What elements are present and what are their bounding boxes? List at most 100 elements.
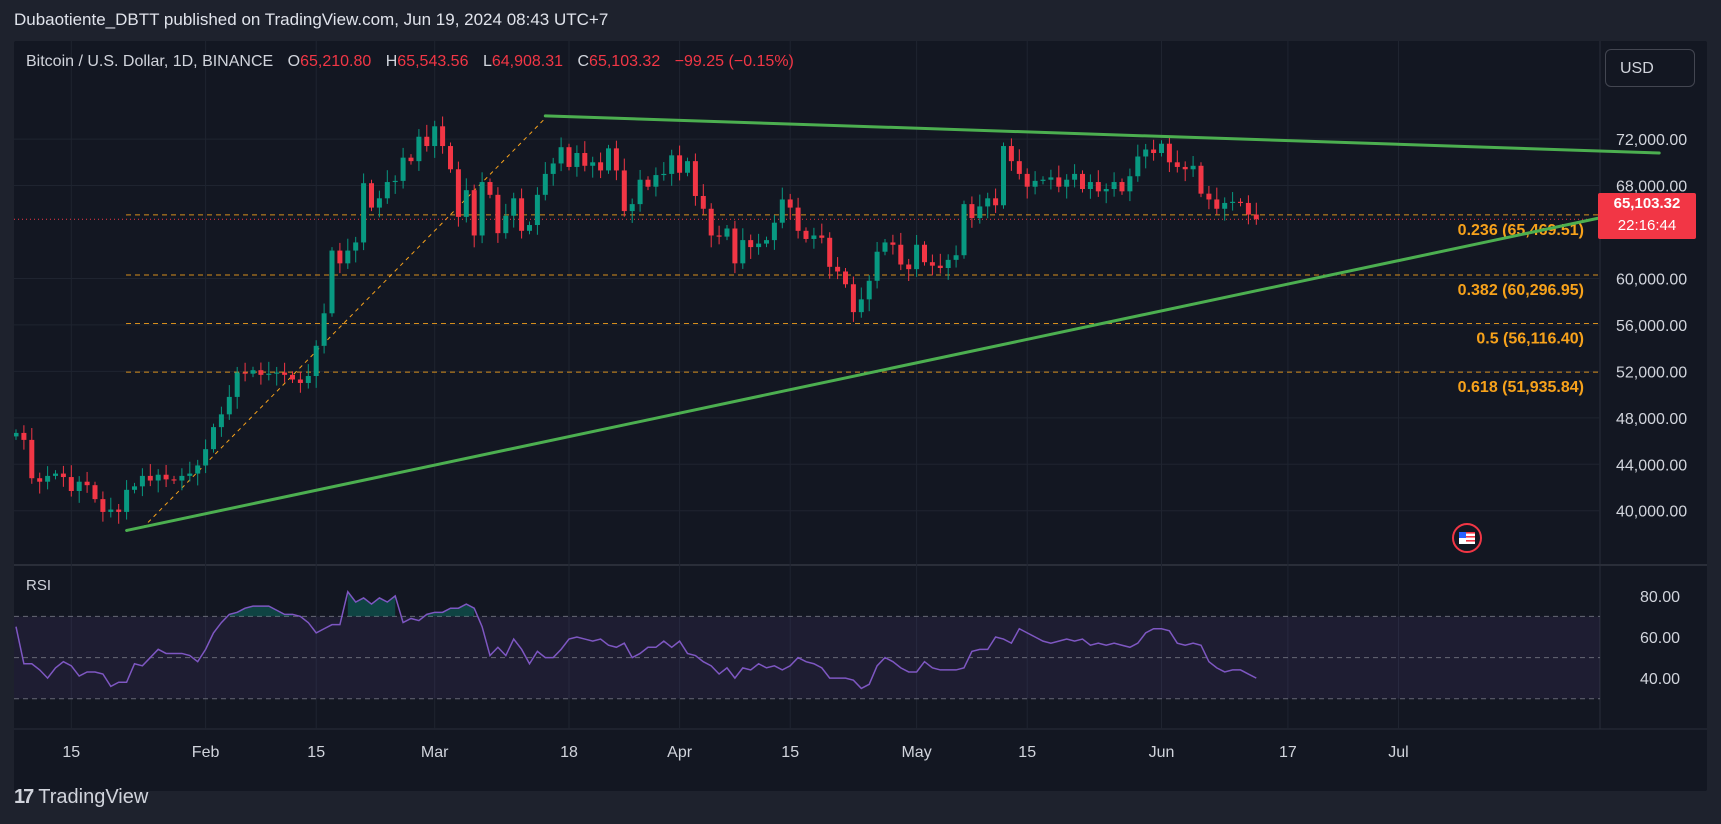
candle-body bbox=[685, 161, 690, 173]
candle-body bbox=[890, 242, 896, 245]
low-label: L bbox=[482, 53, 492, 70]
candle-body bbox=[858, 299, 864, 313]
candle-body bbox=[582, 153, 588, 166]
candle-body bbox=[843, 271, 848, 285]
candle-body bbox=[732, 228, 738, 264]
candle-body bbox=[163, 474, 169, 480]
candle-body bbox=[266, 373, 272, 375]
candle-body bbox=[155, 474, 161, 481]
candle-body bbox=[1135, 156, 1141, 177]
candle-body bbox=[1032, 180, 1038, 187]
candle-body bbox=[195, 465, 201, 474]
candle-body bbox=[14, 432, 19, 437]
high-label: H bbox=[385, 53, 398, 70]
candle-body bbox=[408, 157, 414, 162]
tradingview-logo[interactable]: 17 TradingView bbox=[14, 786, 148, 809]
candle-body bbox=[258, 370, 264, 375]
candle-body bbox=[748, 240, 754, 248]
candle-body bbox=[400, 157, 406, 181]
candle-body bbox=[692, 161, 698, 196]
candle-body bbox=[455, 169, 461, 217]
price-chart[interactable]: 72,000.00 68,000.00 60,000.00 56,000.00 52,0… bbox=[14, 41, 1707, 791]
candle-body bbox=[629, 204, 635, 212]
symbol-legend: Bitcoin / U.S. Dollar, 1D, BINANCE O65,2… bbox=[26, 53, 794, 71]
candle-body bbox=[313, 345, 319, 377]
x-tick-label: 17 bbox=[1279, 744, 1297, 761]
us-flag-stripe bbox=[1466, 540, 1475, 542]
x-tick-label: 15 bbox=[1018, 744, 1036, 761]
candle-body bbox=[835, 266, 841, 272]
candle-body bbox=[1238, 201, 1243, 203]
close-value: 65,103.32 bbox=[589, 53, 661, 70]
candle-body bbox=[68, 477, 74, 491]
candle-body bbox=[771, 222, 777, 241]
candle-body bbox=[376, 198, 382, 208]
candle-body bbox=[566, 147, 572, 167]
low-value: 64,908.31 bbox=[491, 53, 564, 70]
x-tick-label: Mar bbox=[421, 744, 449, 761]
candle-body bbox=[906, 264, 912, 270]
candle-body bbox=[811, 235, 817, 239]
candle-body bbox=[779, 199, 785, 223]
candle-body bbox=[606, 148, 611, 171]
rsi-tick-label: 80.00 bbox=[1640, 589, 1680, 606]
candle-body bbox=[353, 242, 359, 251]
candle-body bbox=[29, 439, 35, 479]
currency-button[interactable]: USD bbox=[1605, 49, 1695, 87]
candle-body bbox=[1087, 182, 1093, 190]
candle-body bbox=[1230, 201, 1236, 203]
symbol-name: Bitcoin / U.S. Dollar, 1D, BINANCE bbox=[26, 53, 274, 70]
candle-body bbox=[574, 153, 580, 167]
candle-body bbox=[100, 499, 106, 512]
candle-body bbox=[139, 475, 145, 487]
us-flag-stripe bbox=[1466, 532, 1475, 534]
x-tick-label: 18 bbox=[560, 744, 578, 761]
candle-body bbox=[850, 284, 856, 313]
candle-body bbox=[1143, 149, 1149, 157]
candle-body bbox=[503, 215, 509, 234]
y-tick-label: 60,000.00 bbox=[1616, 271, 1687, 288]
candle-body bbox=[211, 427, 216, 450]
candle-body bbox=[598, 162, 604, 171]
y-tick-label: 52,000.00 bbox=[1616, 364, 1687, 381]
candle-body bbox=[345, 250, 351, 264]
candle-body bbox=[550, 163, 556, 174]
x-tick-label: Feb bbox=[192, 744, 220, 761]
candle-body bbox=[1174, 162, 1180, 167]
candle-body bbox=[392, 180, 398, 183]
candle-body bbox=[369, 183, 374, 208]
rsi-pane-label: RSI bbox=[26, 577, 52, 594]
x-tick-label: Apr bbox=[667, 744, 693, 761]
candle-body bbox=[677, 155, 683, 173]
tradingview-brand: TradingView bbox=[38, 786, 149, 808]
open-label: O bbox=[287, 53, 301, 70]
candle-body bbox=[621, 170, 627, 212]
candle-body bbox=[361, 183, 367, 243]
candle-body bbox=[479, 182, 485, 236]
trendline-resistance bbox=[543, 114, 1661, 155]
candle-body bbox=[1119, 182, 1125, 192]
candle-body bbox=[827, 237, 833, 267]
candle-body bbox=[1245, 202, 1251, 215]
candle-body bbox=[203, 449, 209, 466]
us-flag-stripe bbox=[1466, 536, 1475, 538]
chart-frame[interactable]: 72,000.00 68,000.00 60,000.00 56,000.00 52,0… bbox=[14, 41, 1707, 791]
x-tick-label: Jun bbox=[1149, 744, 1175, 761]
candle-body bbox=[242, 372, 248, 374]
fib-level-label: 0.5 (56,116.40) bbox=[1476, 331, 1584, 348]
candle-body bbox=[661, 173, 667, 176]
candle-body bbox=[305, 376, 311, 383]
candle-body bbox=[740, 240, 746, 264]
candle-body bbox=[147, 475, 153, 481]
candle-body bbox=[282, 372, 288, 375]
high-value: 65,543.56 bbox=[397, 53, 469, 70]
candle-body bbox=[669, 155, 675, 174]
candle-body bbox=[1008, 146, 1014, 162]
candle-body bbox=[495, 194, 501, 234]
candle-body bbox=[953, 255, 959, 260]
candle-body bbox=[1206, 193, 1212, 200]
rsi-tick-label: 60.00 bbox=[1640, 630, 1680, 647]
candle-body bbox=[171, 479, 177, 481]
candle-body bbox=[1016, 161, 1022, 174]
fib-level-label: 0.618 (51,935.84) bbox=[1458, 379, 1584, 396]
